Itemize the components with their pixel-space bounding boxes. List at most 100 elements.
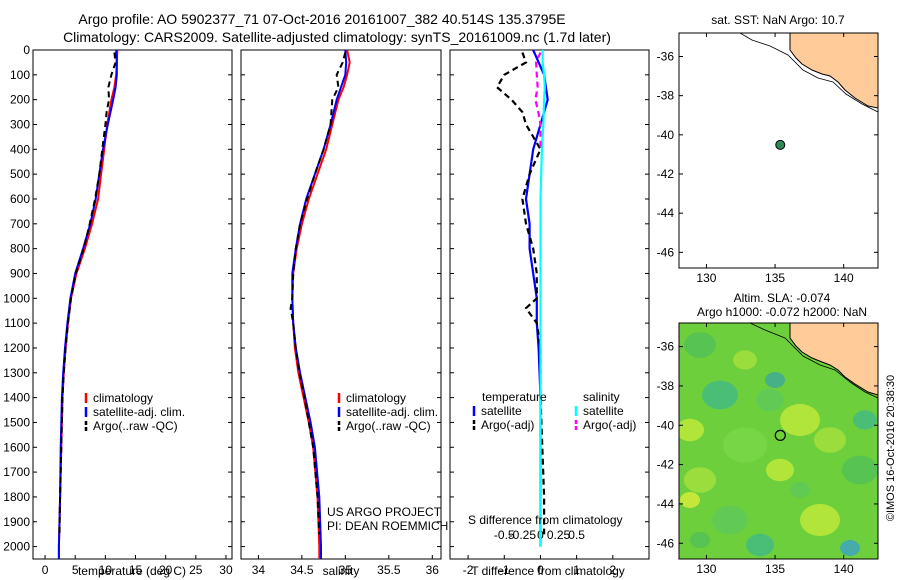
legend-label: Argo(-adj) [583, 418, 636, 432]
depth-tick-label: 800 [10, 242, 30, 256]
depth-tick-label: 900 [10, 266, 30, 280]
t-diff-tick-label: -1 [499, 563, 510, 577]
depth-tick-label: 1400 [3, 391, 30, 405]
sla-field-patch [712, 505, 748, 535]
salinity-tick-label: 35 [339, 563, 353, 577]
sla-field-patch [800, 504, 840, 536]
map-lat-label: -44 [657, 497, 675, 511]
sla-float-marker [774, 429, 786, 441]
legend-label: climatology [93, 391, 153, 405]
temperature-tick-label: 20 [159, 563, 173, 577]
sla-field-patch [702, 380, 738, 410]
sla-field-patch [690, 532, 710, 548]
map-lat-label: -44 [657, 206, 675, 220]
sst-map-shelf-contour [739, 33, 878, 113]
depth-tick-label: 1800 [3, 490, 30, 504]
legend-label: satellite-adj. clim. [93, 405, 185, 419]
map-lon-label: 135 [765, 271, 785, 285]
sla-field-patch [679, 418, 704, 442]
temperature-panel: 0100200300400500600700800900100011001200… [3, 43, 233, 578]
t-difference-xlabel: T difference from climatology [471, 564, 625, 578]
map-lat-label: -42 [657, 167, 675, 181]
map-lat-label: -46 [657, 245, 675, 259]
sla-field-patch [842, 455, 878, 485]
climatology-line [57, 49, 119, 559]
depth-tick-label: 500 [10, 167, 30, 181]
t-diff-tick-label: 1 [573, 563, 580, 577]
salinity-tick-label: 36 [426, 563, 440, 577]
sla-field-patch [853, 410, 877, 430]
temperature-xlabel: temperature (deg C) [78, 564, 186, 578]
salinity-annotation-line1: US ARGO PROJECT [327, 505, 442, 519]
s-diff-tick-label: -0.25 [509, 528, 537, 542]
argo-adj--line [534, 52, 542, 150]
sla-field-patch [790, 482, 810, 498]
map-lat-label: -38 [657, 89, 675, 103]
t-diff-tick-label: 2 [609, 563, 616, 577]
satellite-adj-clim--line [291, 49, 348, 559]
sst-float-marker [775, 139, 786, 150]
sla-map-frame [678, 322, 879, 560]
sla-field-patch [780, 404, 820, 436]
depth-tick-label: 1900 [3, 515, 30, 529]
argo-raw-qc--line [58, 52, 117, 535]
s-diff-tick-label: 0.25 [547, 528, 571, 542]
salinity-tick-label: 34 [252, 563, 266, 577]
t-diff-tick-label: 0 [537, 563, 544, 577]
sla-map-panel: Altim. SLA: -0.074 Argo h1000: -0.072 h2… [657, 291, 897, 576]
sla-map-land [789, 323, 878, 396]
temperature-frame [32, 49, 233, 560]
legend-label: satellite [481, 404, 522, 418]
climatology-line [291, 49, 351, 559]
depth-tick-label: 1300 [3, 366, 30, 380]
temperature-tick-label: 15 [129, 563, 143, 577]
map-lat-label: -38 [657, 379, 675, 393]
temperature-tick-label: 0 [42, 563, 49, 577]
temperature-tick-label: 25 [189, 563, 203, 577]
difference-legend: temperature salinitysatelliteArgo(-adj)sa… [472, 390, 636, 432]
s-diff-tick-label: -0.5 [494, 528, 515, 542]
legend-temperature-title: temperature [482, 390, 547, 404]
sst-map-frame [678, 32, 879, 269]
legend-salinity-title: salinity [583, 390, 620, 404]
depth-tick-label: 200 [10, 93, 30, 107]
sst-map-land [789, 33, 878, 109]
depth-tick-label: 1200 [3, 341, 30, 355]
sla-field-patch [840, 540, 860, 556]
depth-tick-label: 100 [10, 68, 30, 82]
depth-tick-label: 600 [10, 192, 30, 206]
sla-field-patch [723, 427, 767, 463]
sst-map-panel: sat. SST: NaN Argo: 10.7 130 135 140 -36 -38… [657, 13, 879, 285]
sla-field-patch [766, 458, 794, 482]
salinity-frame [240, 49, 442, 560]
temperature-tick-label: 30 [219, 563, 233, 577]
sla-field-patch [733, 350, 757, 370]
depth-tick-label: 0 [23, 43, 30, 57]
salinity-tick-label: 34.5 [290, 563, 314, 577]
sla-map-title-line1: Altim. SLA: -0.074 [734, 291, 831, 305]
imos-side-label: ©IMOS 16-Oct-2016 20:38:30 [885, 375, 897, 521]
sla-field-patch [684, 332, 716, 358]
map-lat-label: -42 [657, 458, 675, 472]
map-lon-label: 130 [696, 271, 716, 285]
depth-tick-label: 300 [10, 117, 30, 131]
depth-tick-label: 1700 [3, 465, 30, 479]
sla-field-patch [746, 533, 774, 557]
satellite-adj-clim--line [57, 49, 118, 559]
temperature-tick-label: 10 [99, 563, 113, 577]
sst-map-title: sat. SST: NaN Argo: 10.7 [711, 13, 845, 27]
map-lon-label: 140 [834, 562, 854, 576]
salinity-xlabel: salinity [323, 564, 360, 578]
figure-title-line2: Climatology: CARS2009. Satellite-adjuste… [63, 29, 611, 45]
difference-frame [449, 49, 650, 560]
legend-label: satellite-adj. clim. [346, 405, 438, 419]
map-lat-label: -36 [657, 340, 675, 354]
depth-tick-label: 1000 [3, 291, 30, 305]
depth-tick-label: 1100 [4, 316, 30, 330]
legend-label: Argo(..raw -QC) [346, 419, 431, 433]
map-lat-label: -36 [657, 50, 675, 64]
legend-label: Argo(..raw -QC) [93, 419, 178, 433]
difference-panel: -2 -1 0 1 2-0.5-0.25 0 0.250.5 S difference fr… [449, 49, 650, 578]
